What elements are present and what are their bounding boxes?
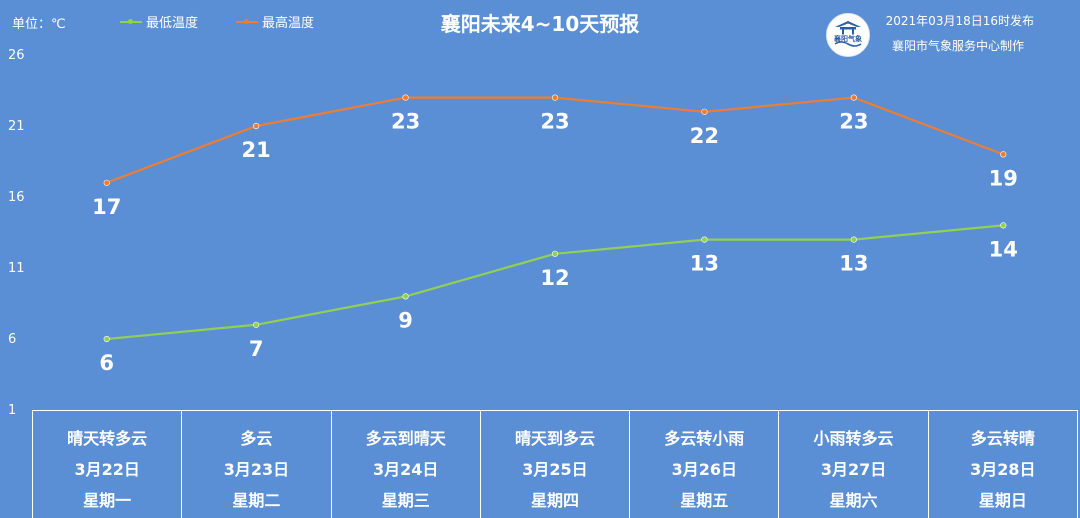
forecast-day-4: 晴天到多云 3月25日 星期四	[481, 411, 631, 518]
data-label: 21	[242, 138, 271, 162]
data-label: 7	[249, 337, 264, 361]
forecast-date: 3月22日	[74, 460, 140, 479]
legend-min-temp-label: 最低温度	[146, 16, 199, 31]
data-label: 19	[989, 166, 1018, 190]
legend-max-temp-label: 最高温度	[262, 16, 315, 31]
forecast-day-2: 多云 3月23日 星期二	[182, 411, 332, 518]
forecast-day-5: 多云转小雨 3月26日 星期五	[630, 411, 780, 518]
logo-text: 襄阳气象	[833, 34, 862, 43]
forecast-date: 3月26日	[671, 460, 737, 479]
forecast-date: 3月28日	[970, 460, 1036, 479]
weather-desc: 晴天转多云	[67, 429, 148, 448]
data-label: 13	[839, 252, 868, 276]
weather-desc: 多云	[240, 429, 273, 448]
data-point	[253, 321, 260, 328]
data-point	[253, 122, 260, 130]
forecast-date: 3月27日	[820, 460, 887, 479]
y-tick-label: 11	[8, 261, 25, 276]
data-point	[551, 250, 559, 257]
weekday: 星期二	[232, 491, 281, 510]
y-tick-label: 21	[8, 119, 25, 134]
data-label: 23	[839, 110, 868, 134]
weekday: 星期五	[680, 491, 729, 510]
y-tick-label: 16	[8, 190, 25, 205]
forecast-day-7: 多云转晴 3月28日 星期日	[929, 411, 1078, 518]
data-label: 6	[99, 351, 114, 375]
logo-emblem-icon: 襄阳气象	[833, 21, 862, 47]
issue-time: 2021年03月18日16时发布	[885, 14, 1034, 28]
data-point	[103, 335, 110, 343]
data-point	[1000, 151, 1007, 158]
data-label: 23	[391, 110, 420, 134]
producer-label: 襄阳市气象服务中心制作	[891, 39, 1024, 53]
y-tick-label: 6	[8, 332, 16, 347]
y-tick-label: 1	[8, 403, 16, 418]
legend-max-temp-swatch	[236, 18, 258, 24]
data-point	[850, 236, 857, 243]
weather-desc: 多云转晴	[970, 429, 1035, 448]
forecast-date: 3月23日	[223, 460, 290, 479]
data-label: 22	[690, 124, 719, 148]
weekday: 星期三	[381, 491, 430, 510]
weather-desc: 多云转小雨	[664, 429, 745, 448]
data-label: 14	[989, 237, 1018, 261]
data-point	[701, 108, 708, 115]
chart-title: 襄阳未来4~10天预报	[440, 12, 640, 36]
forecast-day-6: 小雨转多云 3月27日 星期六	[779, 411, 929, 518]
data-label: 12	[540, 266, 569, 290]
forecast-day-1: 晴天转多云 3月22日 星期一	[33, 411, 183, 518]
data-point	[551, 94, 559, 101]
legend-min-temp: 最低温度	[120, 12, 198, 31]
weather-desc: 多云到晴天	[365, 429, 446, 448]
weekday: 星期六	[829, 491, 878, 510]
unit-label: 单位：℃	[12, 17, 66, 32]
data-point	[103, 179, 110, 186]
weather-desc: 小雨转多云	[813, 429, 894, 448]
data-label: 23	[540, 110, 569, 134]
data-label: 17	[92, 195, 121, 219]
data-point	[402, 293, 409, 300]
y-tick-label: 26	[8, 48, 25, 63]
data-point	[850, 94, 857, 101]
weather-desc: 晴天到多云	[514, 429, 595, 448]
data-point	[402, 94, 409, 101]
legend-max-temp: 最高温度	[236, 12, 314, 31]
forecast-table: 晴天转多云 3月22日 星期一 多云 3月23日 星期二 多云到晴天 3月24日…	[32, 410, 1078, 518]
legend-min-temp-swatch	[120, 18, 142, 24]
weekday: 星期日	[978, 491, 1027, 510]
weather-service-logo: 襄阳气象	[826, 13, 870, 57]
data-point	[1000, 222, 1007, 229]
data-point	[701, 236, 708, 243]
data-label: 13	[690, 252, 719, 276]
weekday: 星期四	[530, 491, 579, 510]
forecast-date: 3月25日	[522, 460, 588, 479]
forecast-day-3: 多云到晴天 3月24日 星期三	[332, 411, 481, 518]
weekday: 星期一	[83, 491, 132, 510]
data-label: 9	[398, 308, 413, 332]
forecast-date: 3月24日	[373, 460, 439, 479]
